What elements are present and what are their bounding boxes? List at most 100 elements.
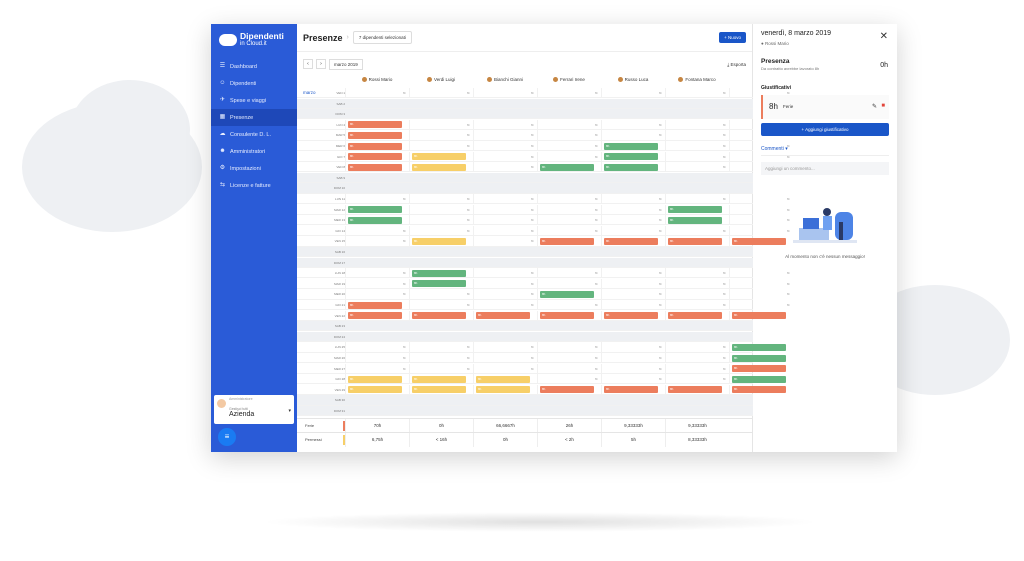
day-cell[interactable]: 8h: [473, 363, 537, 374]
day-cell[interactable]: 8h: [729, 215, 793, 226]
employee-column-header[interactable]: Fontana Marco: [665, 74, 729, 86]
day-cell[interactable]: 8h: [473, 162, 537, 173]
day-cell[interactable]: 8h: [537, 300, 601, 310]
malattia-bar[interactable]: 8h: [348, 216, 402, 224]
day-cell[interactable]: 8h: [665, 363, 729, 374]
day-cell[interactable]: 8h: [537, 342, 601, 353]
malattia-bar[interactable]: 8h: [732, 354, 786, 362]
permesso-bar[interactable]: 8h: [476, 375, 530, 383]
sidebar-item-licenze-e-fatture[interactable]: ⇆ Licenze e fatture: [211, 177, 297, 194]
day-cell[interactable]: 8h: [345, 342, 409, 353]
day-cell[interactable]: 8h: [345, 374, 409, 385]
day-cell[interactable]: 8h: [601, 353, 665, 363]
day-cell[interactable]: 8h: [729, 278, 793, 289]
day-cell[interactable]: 8h: [601, 88, 665, 98]
permesso-bar[interactable]: 8h: [412, 375, 466, 383]
day-cell[interactable]: 8h: [473, 310, 537, 321]
day-cell[interactable]: 8h: [409, 300, 473, 310]
employee-column-header[interactable]: Bianchi Gianni: [473, 74, 537, 86]
permesso-bar[interactable]: 8h: [412, 237, 466, 245]
day-cell[interactable]: 8h: [345, 130, 409, 141]
day-cell[interactable]: 8h: [537, 278, 601, 289]
day-cell[interactable]: 8h: [345, 88, 409, 98]
ferie-bar[interactable]: 8h: [348, 301, 402, 309]
day-cell[interactable]: 8h: [665, 194, 729, 204]
ferie-bar[interactable]: 8h: [668, 312, 722, 320]
malattia-bar[interactable]: 8h: [540, 163, 594, 171]
day-cell[interactable]: 8h: [473, 215, 537, 226]
day-cell[interactable]: 8h: [409, 194, 473, 204]
day-cell[interactable]: 8h: [537, 236, 601, 247]
sidebar-item-dipendenti[interactable]: ☺ Dipendenti: [211, 75, 297, 92]
day-cell[interactable]: 8h: [409, 141, 473, 151]
day-cell[interactable]: 8h: [665, 300, 729, 310]
add-justification-button[interactable]: + Aggiungi giustificativo: [761, 123, 889, 136]
sidebar-item-consulente-d-l[interactable]: ☁ Consulente D. L.: [211, 126, 297, 143]
permesso-bar[interactable]: 8h: [412, 386, 466, 394]
ferie-bar[interactable]: 8h: [348, 142, 402, 150]
malattia-bar[interactable]: 8h: [540, 290, 594, 298]
day-cell[interactable]: 8h: [729, 225, 793, 236]
day-cell[interactable]: 8h: [537, 162, 601, 173]
ferie-bar[interactable]: 8h: [348, 121, 402, 129]
day-cell[interactable]: 8h: [473, 130, 537, 141]
day-cell[interactable]: 8h: [473, 88, 537, 98]
sidebar-item-dashboard[interactable]: ☰ Dashboard: [211, 58, 297, 75]
day-cell[interactable]: 8h: [473, 119, 537, 130]
justification-card[interactable]: 8h Ferie ✎ ■: [761, 95, 889, 119]
day-cell[interactable]: 8h: [473, 374, 537, 385]
ferie-bar[interactable]: 8h: [540, 237, 594, 245]
day-cell[interactable]: 8h: [345, 119, 409, 130]
day-cell[interactable]: 8h: [473, 236, 537, 247]
day-cell[interactable]: 8h: [409, 374, 473, 385]
day-cell[interactable]: 8h: [473, 204, 537, 215]
day-cell[interactable]: 8h: [665, 225, 729, 236]
day-cell[interactable]: 8h: [729, 384, 793, 395]
totals-row[interactable]: Ferie 70h 0h 66,6667h 26h 9,33333h 9,33333h: [297, 418, 753, 433]
day-cell[interactable]: 8h: [345, 141, 409, 151]
malattia-bar[interactable]: 8h: [732, 375, 786, 383]
malattia-bar[interactable]: 8h: [348, 206, 402, 214]
ferie-bar[interactable]: 8h: [412, 312, 466, 320]
day-cell[interactable]: 8h: [537, 130, 601, 141]
user-card[interactable]: Amministratore Gestisci tutti Azienda ▾: [214, 395, 294, 424]
day-cell[interactable]: 8h: [345, 353, 409, 363]
day-cell[interactable]: 8h: [729, 374, 793, 385]
prev-month-button[interactable]: ‹: [303, 59, 313, 69]
day-cell[interactable]: 8h: [601, 289, 665, 300]
day-cell[interactable]: 8h: [665, 310, 729, 321]
ferie-bar[interactable]: 8h: [604, 312, 658, 320]
day-cell[interactable]: 8h: [345, 162, 409, 173]
day-cell[interactable]: 8h: [601, 374, 665, 385]
tab-comments[interactable]: Commenti ▾: [761, 146, 889, 156]
day-cell[interactable]: 8h: [345, 236, 409, 247]
malattia-bar[interactable]: 8h: [604, 153, 658, 161]
day-cell[interactable]: 8h: [729, 363, 793, 374]
ferie-bar[interactable]: 8h: [732, 365, 786, 373]
day-cell[interactable]: 8h: [601, 194, 665, 204]
logo[interactable]: Dipendenti in Cloud.it: [211, 24, 297, 50]
day-cell[interactable]: 8h: [345, 215, 409, 226]
menu-icon[interactable]: ≡: [218, 428, 236, 446]
next-month-button[interactable]: ›: [316, 59, 326, 69]
day-cell[interactable]: 8h: [537, 194, 601, 204]
day-cell[interactable]: 8h: [601, 300, 665, 310]
ferie-bar[interactable]: 8h: [540, 386, 594, 394]
sidebar-item-impostazioni[interactable]: ⚙ Impostazioni: [211, 160, 297, 177]
day-cell[interactable]: 8h: [409, 215, 473, 226]
day-cell[interactable]: 8h: [345, 384, 409, 395]
permesso-bar[interactable]: 8h: [412, 153, 466, 161]
day-cell[interactable]: 8h: [601, 130, 665, 141]
day-cell[interactable]: 8h: [665, 236, 729, 247]
ferie-bar[interactable]: 8h: [732, 386, 786, 394]
day-cell[interactable]: 8h: [601, 268, 665, 279]
day-cell[interactable]: 8h: [537, 151, 601, 162]
day-cell[interactable]: 8h: [665, 215, 729, 226]
day-cell[interactable]: 8h: [665, 119, 729, 130]
day-cell[interactable]: 8h: [537, 119, 601, 130]
day-cell[interactable]: 8h: [345, 310, 409, 321]
day-cell[interactable]: 8h: [409, 268, 473, 279]
employee-column-header[interactable]: Russo Luca: [601, 74, 665, 86]
ferie-bar[interactable]: 8h: [476, 312, 530, 320]
day-cell[interactable]: 8h: [345, 151, 409, 162]
